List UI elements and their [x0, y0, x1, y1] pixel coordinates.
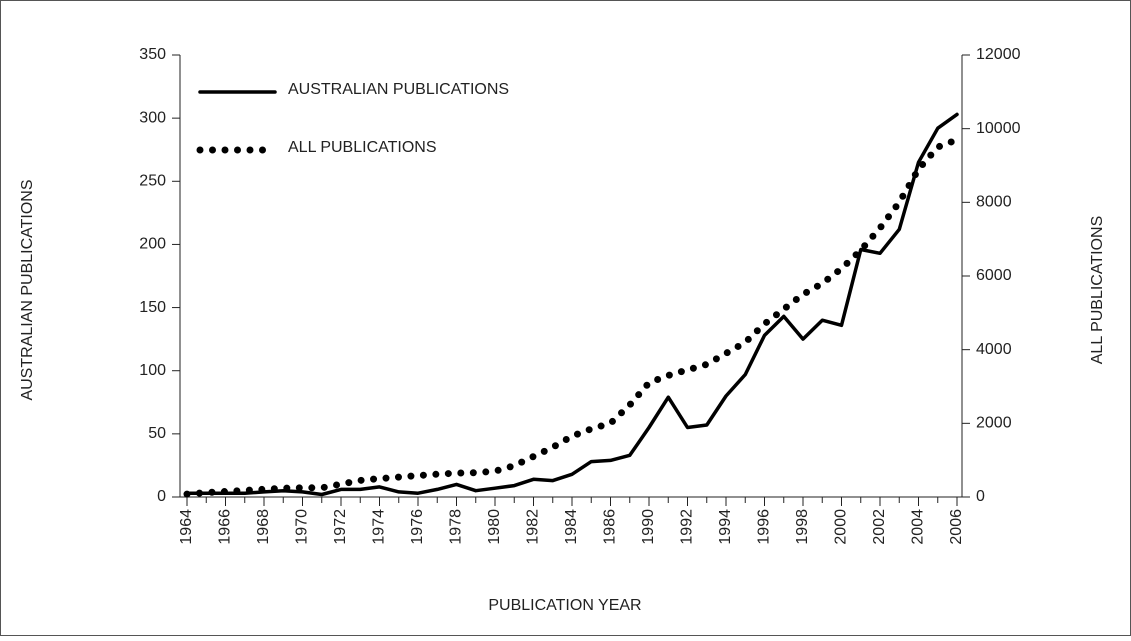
- x-tick-label: 1980: [486, 509, 503, 545]
- x-tick-label: 2006: [948, 509, 965, 545]
- x-tick-label: 1966: [217, 509, 234, 545]
- y2-tick-label: 2000: [976, 415, 1012, 432]
- x-tick-label: 2004: [910, 509, 927, 545]
- x-tick-label: 1998: [794, 509, 811, 545]
- y-tick-label: 100: [139, 362, 166, 379]
- x-tick-label: 1976: [409, 509, 426, 545]
- x-tick-label: 1982: [525, 509, 542, 545]
- x-tick-label: 1992: [679, 509, 696, 545]
- y2-tick-label: 10000: [976, 120, 1021, 137]
- y-tick-label: 150: [139, 299, 166, 316]
- x-axis-label: PUBLICATION YEAR: [488, 597, 641, 614]
- y-tick-label: 300: [139, 109, 166, 126]
- x-tick-label: 1986: [602, 509, 619, 545]
- x-tick-label: 2002: [871, 509, 888, 545]
- series-line: [185, 112, 959, 497]
- y2-tick-label: 8000: [976, 194, 1012, 211]
- y2-axis-label: ALL PUBLICATIONS: [1089, 216, 1106, 365]
- x-tick-label: 1990: [640, 509, 657, 545]
- y-tick-label: 0: [157, 488, 166, 505]
- y-tick-label: 50: [148, 425, 166, 442]
- y2-tick-label: 12000: [976, 46, 1021, 63]
- x-tick-label: 1970: [294, 509, 311, 545]
- x-tick-label: 1984: [563, 509, 580, 545]
- x-tick-label: 2000: [833, 509, 850, 545]
- x-tick-label: 1994: [717, 509, 734, 545]
- x-tick-label: 1996: [756, 509, 773, 545]
- series-line: [183, 136, 961, 498]
- y2-tick-label: 6000: [976, 267, 1012, 284]
- legend-label: AUSTRALIAN PUBLICATIONS: [288, 81, 509, 98]
- y2-tick-label: 0: [976, 488, 985, 505]
- y-tick-label: 200: [139, 236, 166, 253]
- x-tick-label: 1968: [255, 509, 272, 545]
- legend-label: ALL PUBLICATIONS: [288, 139, 437, 156]
- x-tick-label: 1972: [332, 509, 349, 545]
- x-tick-label: 1974: [371, 509, 388, 545]
- y2-tick-label: 4000: [976, 341, 1012, 358]
- x-tick-label: 1964: [178, 509, 195, 545]
- x-tick-label: 1978: [448, 509, 465, 545]
- y-tick-label: 250: [139, 173, 166, 190]
- y-tick-label: 350: [139, 46, 166, 63]
- y-axis-label: AUSTRALIAN PUBLICATIONS: [19, 179, 36, 400]
